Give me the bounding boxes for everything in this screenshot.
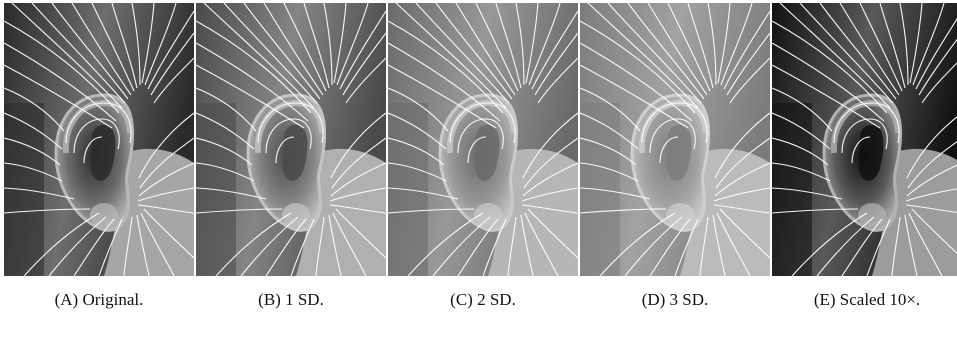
field-lines <box>4 3 194 276</box>
ear-photo-svg <box>4 3 194 276</box>
panel-3-sd <box>580 3 770 276</box>
caption-original: (A) Original. <box>54 290 144 309</box>
caption-1-sd: (B) 1 SD. <box>258 290 324 309</box>
ear-photo-svg <box>580 3 770 276</box>
caption-3-sd: (D) 3 SD. <box>641 290 709 309</box>
ear-photo-svg <box>772 3 957 276</box>
caption-scaled-10x: (E) Scaled 10×. <box>813 290 921 309</box>
ear-photo-svg <box>196 3 386 276</box>
panel-2-sd <box>388 3 578 276</box>
field-lines <box>580 3 770 276</box>
field-lines <box>196 3 386 276</box>
panel-original <box>4 3 194 276</box>
field-lines <box>772 3 957 276</box>
panel-scaled-10x <box>772 3 957 276</box>
ear-photo-svg <box>388 3 578 276</box>
field-lines <box>388 3 578 276</box>
panel-1-sd <box>196 3 386 276</box>
caption-2-sd: (C) 2 SD. <box>450 290 516 309</box>
